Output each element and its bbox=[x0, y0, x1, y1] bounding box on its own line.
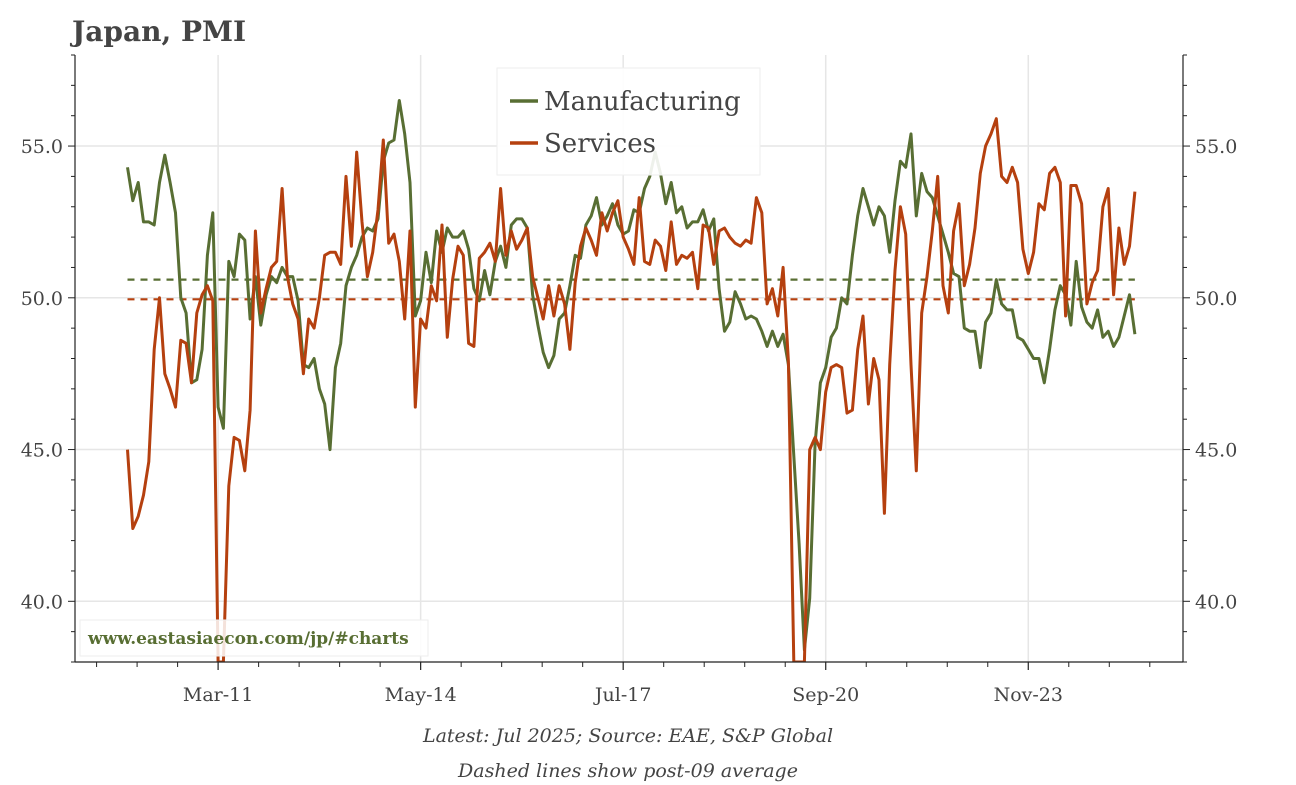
watermark-box bbox=[79, 619, 429, 657]
legend-box bbox=[496, 67, 761, 176]
y-tick-label-left: 55.0 bbox=[21, 136, 63, 158]
chart-title: Japan, PMI bbox=[69, 15, 246, 48]
x-tick-label: Mar-11 bbox=[183, 684, 253, 706]
footnote-dashed: Dashed lines show post-09 average bbox=[457, 760, 798, 782]
y-tick-label-right: 50.0 bbox=[1195, 288, 1237, 310]
legend: Manufacturing Services bbox=[496, 67, 761, 176]
y-tick-label-left: 45.0 bbox=[21, 440, 63, 462]
legend-label-services: Services bbox=[544, 129, 656, 159]
legend-label-manufacturing: Manufacturing bbox=[544, 87, 741, 117]
y-tick-label-left: 50.0 bbox=[21, 288, 63, 310]
footnote-source: Latest: Jul 2025; Source: EAE, S&P Globa… bbox=[422, 725, 833, 747]
y-tick-label-right: 45.0 bbox=[1195, 440, 1237, 462]
average-lines bbox=[127, 278, 1135, 301]
watermark-text: www.eastasiaecon.com/jp/#charts bbox=[87, 629, 409, 649]
y-tick-label-right: 55.0 bbox=[1195, 136, 1237, 158]
y-tick-label-right: 40.0 bbox=[1195, 591, 1237, 613]
x-tick-label: Nov-23 bbox=[994, 684, 1063, 706]
watermark: www.eastasiaecon.com/jp/#charts bbox=[79, 619, 429, 657]
x-tick-label: May-14 bbox=[385, 684, 457, 706]
series-line-manufacturing bbox=[126, 99, 1137, 652]
x-tick-label: Sep-20 bbox=[792, 684, 859, 706]
y-tick-label-left: 40.0 bbox=[21, 591, 63, 613]
axes: 40.0 40.0 45.0 45.0 50.0 50.0 55.0 55.0 Mar-11 Ma… bbox=[21, 54, 1237, 706]
series-lines bbox=[126, 99, 1137, 662]
series-line-services bbox=[126, 117, 1137, 662]
x-tick-label: Jul-17 bbox=[593, 684, 652, 706]
